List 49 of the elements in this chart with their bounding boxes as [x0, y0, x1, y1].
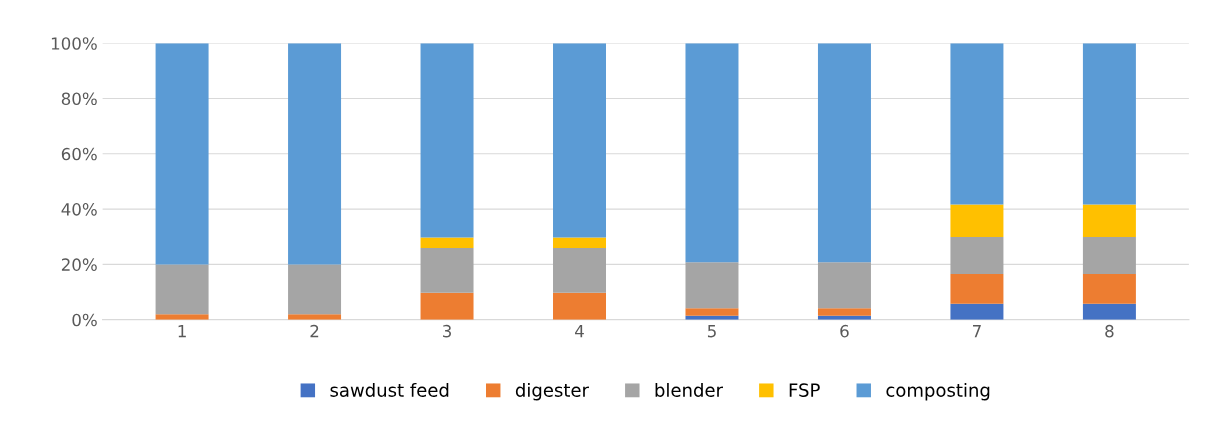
y-tick-label: 0%	[72, 313, 97, 327]
bar	[420, 237, 474, 249]
bar	[1082, 274, 1136, 304]
bar	[288, 43, 342, 265]
legend-label: digester	[515, 382, 589, 401]
bar	[685, 262, 739, 309]
bar	[817, 43, 871, 263]
x-tick-label: 4	[575, 325, 584, 338]
bar	[288, 264, 342, 315]
bar	[420, 292, 474, 320]
bar	[420, 43, 474, 238]
y-tick-label: 60%	[61, 147, 97, 161]
bar	[553, 248, 606, 293]
bar	[155, 314, 209, 320]
y-tick-label: 20%	[61, 258, 97, 271]
bar	[1082, 237, 1136, 275]
x-tick-label: 1	[178, 325, 186, 338]
legend-label: composting	[886, 382, 990, 401]
x-tick-label: 8	[1105, 324, 1114, 338]
bar	[817, 262, 871, 309]
x-tick-label: 3	[443, 324, 451, 338]
bar	[950, 237, 1004, 275]
bar	[420, 248, 474, 293]
bar	[155, 264, 209, 315]
bar	[950, 274, 1004, 304]
bar	[1082, 43, 1136, 205]
y-tick-label: 100%	[51, 37, 97, 50]
bar	[155, 43, 209, 265]
legend-label: FSP	[789, 383, 820, 397]
x-tick-label: 7	[973, 325, 981, 338]
bar	[553, 43, 606, 238]
bar	[1082, 303, 1136, 320]
legend-label: sawdust feed	[330, 382, 449, 397]
legend-label: blender	[655, 382, 723, 397]
bar	[288, 314, 342, 320]
x-tick-label: 6	[840, 324, 849, 338]
x-tick-label: 2	[310, 324, 319, 338]
bar	[817, 308, 871, 316]
bar	[553, 292, 606, 320]
y-tick-label: 80%	[61, 92, 97, 106]
bar	[950, 204, 1004, 238]
bar	[950, 43, 1004, 205]
bar	[1082, 204, 1136, 238]
bar	[685, 308, 739, 316]
bar	[685, 43, 739, 263]
x-tick-label: 5	[707, 325, 716, 338]
bar	[553, 237, 606, 249]
y-tick-label: 40%	[61, 203, 97, 216]
bar	[950, 303, 1004, 320]
